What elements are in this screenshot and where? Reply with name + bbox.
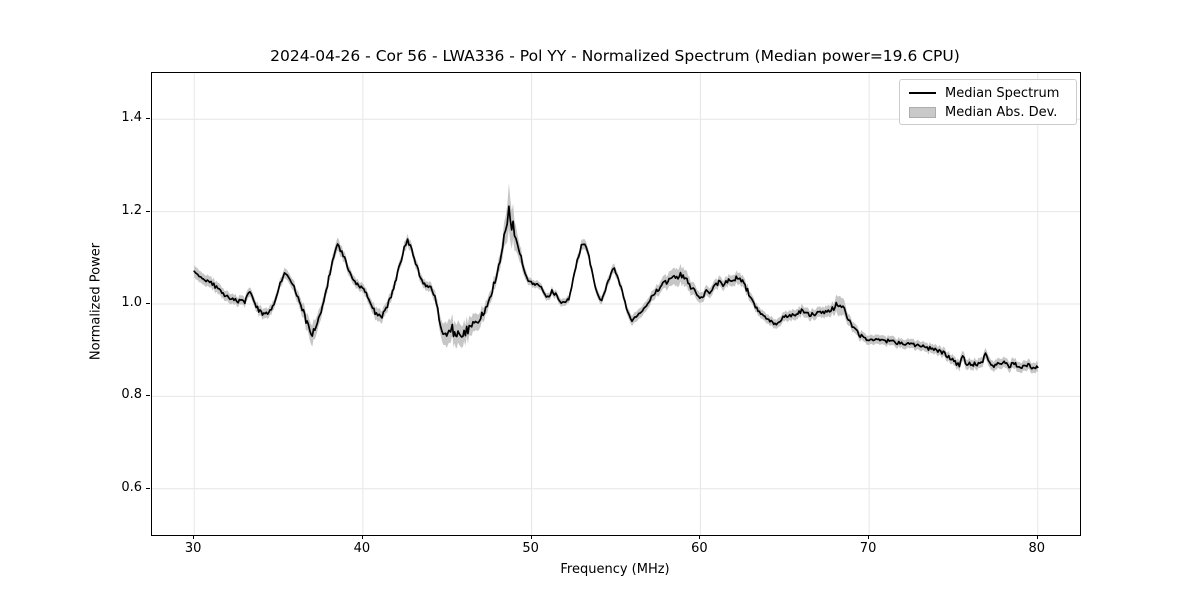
- legend-label: Median Abs. Dev.: [945, 104, 1058, 120]
- line-swatch: [909, 92, 936, 94]
- grid-lines: [152, 73, 1080, 535]
- x-tick-label: 40: [353, 541, 371, 556]
- x-tick-mark: [361, 535, 363, 539]
- y-tick-label: 1.4: [121, 110, 142, 126]
- x-tick-label: 80: [1028, 541, 1046, 556]
- x-tick-mark: [193, 535, 195, 539]
- x-tick-label: 30: [184, 541, 202, 556]
- y-tick-label: 1.2: [121, 202, 142, 218]
- y-tick-mark: [146, 303, 150, 304]
- x-tick-mark: [868, 535, 870, 539]
- plot-canvas: [152, 73, 1080, 535]
- x-tick-mark: [1036, 535, 1038, 539]
- x-tick-label: 60: [691, 541, 708, 556]
- x-tick-label: 70: [859, 541, 877, 556]
- x-axis-label: Frequency (MHz): [560, 562, 670, 577]
- y-tick-label: 0.6: [121, 479, 142, 495]
- y-tick-label: 0.8: [121, 387, 142, 403]
- legend-entry-median-spectrum: Median Spectrum: [900, 83, 1076, 103]
- legend-entry-median-abs-dev: Median Abs. Dev.: [900, 102, 1076, 122]
- legend-label: Median Spectrum: [945, 85, 1060, 101]
- chart-title: 2024-04-26 - Cor 56 - LWA336 - Pol YY - …: [270, 47, 960, 65]
- x-tick-mark: [530, 535, 532, 539]
- y-tick-mark: [146, 487, 150, 489]
- y-tick-label: 1.0: [121, 295, 142, 310]
- x-tick-label: 50: [522, 541, 539, 556]
- plot-area: [151, 72, 1081, 536]
- y-tick-mark: [146, 395, 150, 397]
- legend: Median Spectrum Median Abs. Dev.: [899, 79, 1077, 125]
- patch-swatch: [909, 106, 936, 118]
- x-tick-mark: [699, 535, 701, 539]
- y-axis-label: Normalized Power: [88, 242, 104, 361]
- y-tick-mark: [146, 210, 150, 212]
- median-spectrum-line: [193, 205, 1039, 370]
- y-tick-mark: [146, 118, 150, 120]
